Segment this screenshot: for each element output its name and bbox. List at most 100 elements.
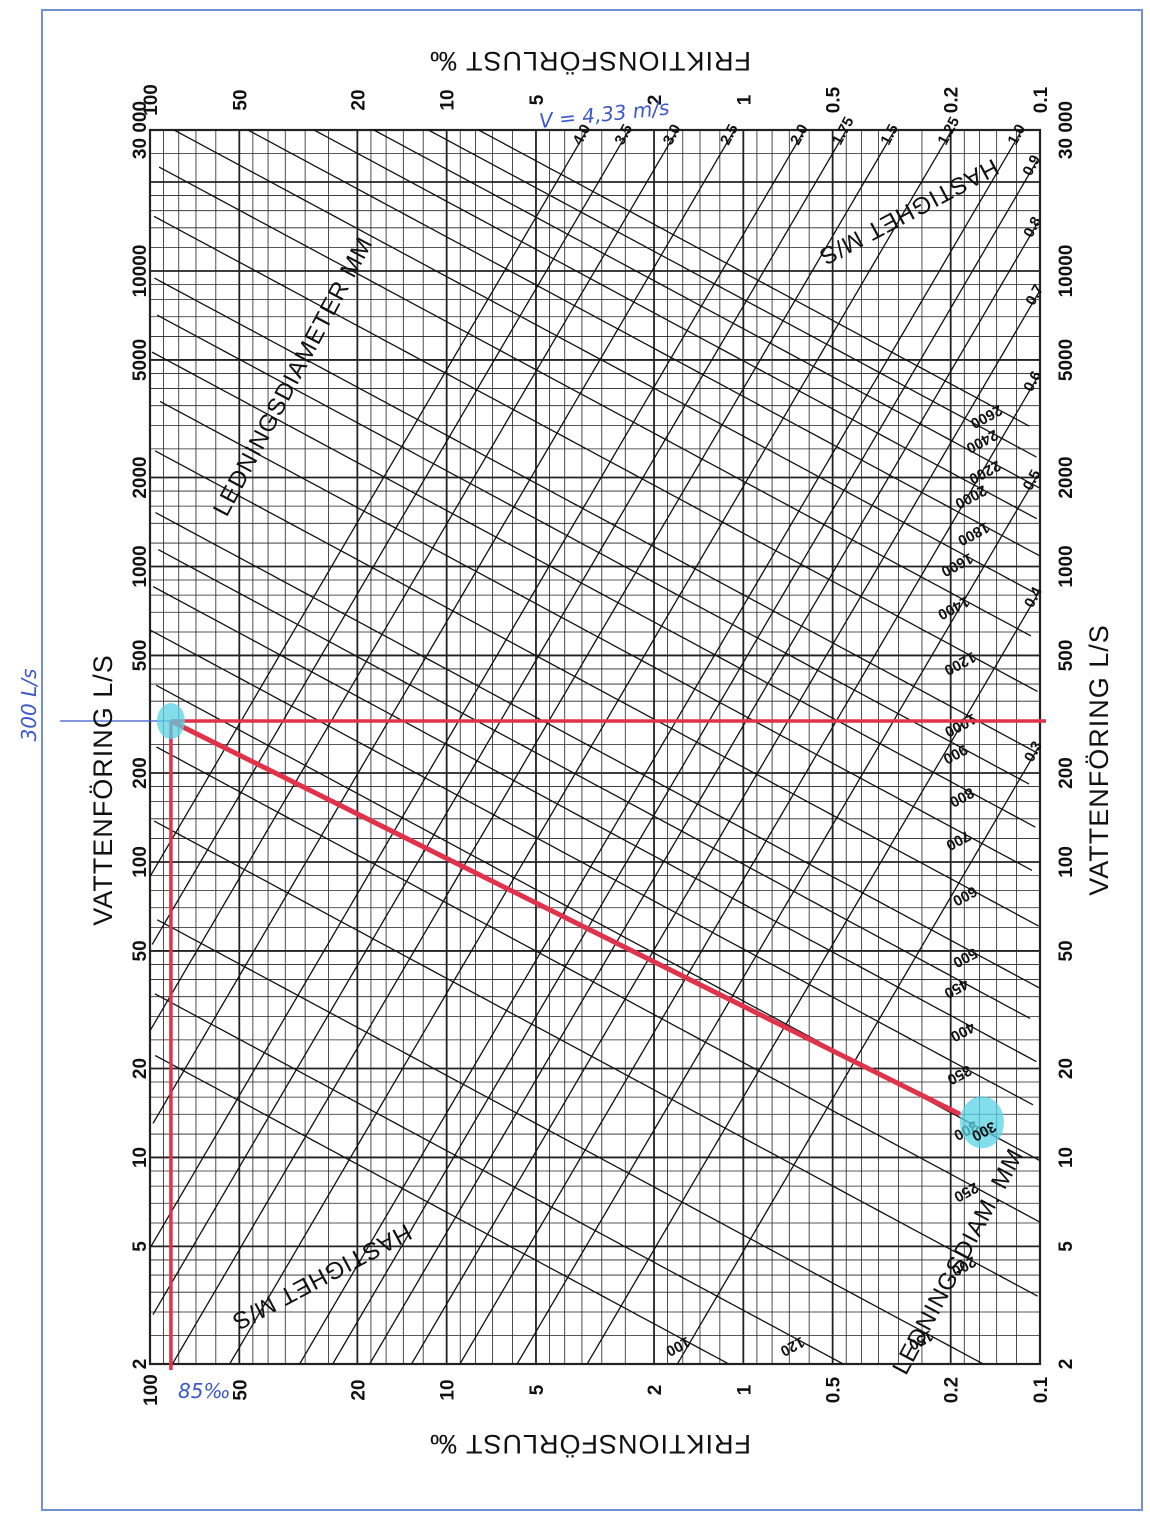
flow-tick-left: 50 (130, 940, 151, 961)
velocity-label-0.6: 0.6 (1020, 368, 1045, 394)
diameter-label-700: 700 (943, 827, 973, 854)
velocity-line-1.0 (299, 129, 1023, 1365)
flow-tick-left: 10 (130, 1147, 151, 1168)
flow-tick-right: 10 (1056, 1147, 1077, 1168)
nomogram-curves: 1001201502002503003504004505006007008009… (149, 114, 1047, 1365)
friction-tick-bottom: 0.1 (1031, 1376, 1052, 1403)
velocity-line-0.9 (332, 160, 1038, 1365)
friction-tick-bottom: 2 (645, 1385, 666, 1396)
flow-tick-right: 500 (1056, 640, 1077, 672)
friction-tick-top: 100 (141, 84, 162, 116)
flow-tick-right: 100 (1056, 846, 1077, 878)
friction-tick-bottom: 50 (230, 1379, 251, 1400)
velocity-line-1.25 (229, 129, 953, 1365)
flow-axis-title-right: VATTENFÖRING L/S (1084, 624, 1114, 896)
velocity-label-0.3: 0.3 (1021, 738, 1046, 764)
velocity-line-0.3 (676, 746, 1040, 1365)
velocity-line-3.0 (149, 129, 678, 1032)
diameter-label-2400: 2400 (963, 426, 1000, 457)
friction-tick-top: 0.5 (824, 86, 845, 113)
flow-mark-highlight (156, 702, 185, 739)
velocity-line-0.8 (369, 222, 1039, 1365)
diameter-line-900 (156, 314, 1030, 785)
diameter-family-title-bottom: LEDNINGSDIAM. MM (887, 1144, 1029, 1379)
velocity-label-0.8: 0.8 (1020, 214, 1045, 240)
friction-axis-title-top: FRIKTIONSFÖRLUST ‰ (429, 46, 751, 76)
log-grid (148, 128, 1042, 1366)
friction-axis-title-bottom: FRIKTIONSFÖRLUST ‰ (429, 1429, 751, 1459)
diameter-label-350: 350 (944, 1061, 974, 1088)
diameter-label-2000: 2000 (952, 481, 989, 512)
flow-tick-right: 50 (1056, 940, 1077, 961)
diameter-line-1600 (173, 129, 1035, 594)
diameter-line-2600 (478, 129, 1030, 427)
diameter-line-2200 (373, 129, 1040, 489)
friction-tick-bottom: 20 (348, 1379, 369, 1400)
friction-tick-top: 50 (230, 89, 251, 110)
flow-tick-left: 30 000 (130, 101, 151, 159)
diameter-label-1600: 1600 (938, 549, 975, 580)
velocity-label-1.0: 1.0 (1004, 121, 1029, 147)
diameter-label-2200: 2200 (966, 457, 1003, 488)
diameter-line-2400 (428, 129, 1037, 458)
velocity-label-3.5: 3.5 (611, 121, 636, 147)
velocity-line-1.5 (171, 129, 896, 1365)
diameter-line-1400 (158, 166, 1032, 637)
diameter-line-500 (155, 511, 1040, 989)
diameter-line-120 (154, 993, 844, 1365)
diameter-label-1000: 1000 (942, 710, 979, 741)
diameter-line-700 (159, 400, 1033, 871)
diameter-label-400: 400 (948, 1018, 978, 1045)
diameter-label-450: 450 (941, 975, 971, 1002)
diameter-line-100 (154, 1054, 730, 1365)
diameter-line-2000 (313, 129, 1038, 520)
diameter-line-800 (151, 351, 1036, 828)
friction-tick-top: 0.2 (942, 87, 963, 113)
diameter-mark-highlight (960, 1096, 1004, 1149)
diameter-300-line (169, 718, 962, 1117)
diameter-line-600 (154, 450, 1039, 927)
flow-tick-right: 20 (1056, 1058, 1077, 1079)
flow-tick-left: 1000 (130, 545, 151, 587)
friction-tick-bottom: 0.2 (942, 1377, 963, 1403)
velocity-line-3.5 (151, 129, 630, 945)
velocity-line-2.5 (152, 129, 736, 1124)
friction-tick-top: 10 (438, 89, 459, 110)
friction-mark-annotation: 85‰ (178, 1379, 230, 1403)
diameter-line-400 (152, 586, 1037, 1063)
velocity-line-0.6 (459, 376, 1039, 1365)
friction-tick-top: 5 (527, 94, 548, 105)
flow-tick-left: 5 (130, 1241, 151, 1252)
friction-tick-bottom: 10 (438, 1379, 459, 1400)
friction-tick-bottom: 0.5 (824, 1376, 845, 1403)
velocity-line-0.7 (410, 290, 1041, 1365)
diameter-line-1200 (153, 215, 1038, 693)
diameter-line-200 (153, 820, 1038, 1297)
velocity-line-4.0 (149, 129, 588, 877)
plot-frame (148, 128, 1042, 1366)
diameter-line-350 (149, 629, 1034, 1106)
diameter-line-1000 (154, 277, 1039, 754)
friction-tick-bottom: 1 (734, 1384, 755, 1395)
friction-tick-bottom: 100 (141, 1374, 162, 1406)
flow-tick-right: 5000 (1056, 339, 1077, 381)
flow-tick-left: 2000 (130, 456, 151, 498)
flow-axis-title-left: VATTENFÖRING L/S (88, 654, 118, 926)
velocity-label-3.0: 3.0 (660, 121, 685, 147)
flow-tick-right: 1000 (1056, 545, 1077, 587)
flow-mark-annotation: 300 L/s (17, 669, 41, 742)
diameter-label-600: 600 (950, 882, 980, 909)
velocity-label-2.5: 2.5 (717, 121, 742, 147)
velocity-family-title-bottom: HASTIGHET M/S (227, 1218, 416, 1335)
flow-tick-left: 2 (130, 1359, 151, 1370)
flow-tick-right: 10000 (1056, 245, 1077, 298)
flow-tick-left: 500 (130, 640, 151, 672)
velocity-label-2.0: 2.0 (787, 121, 812, 147)
velocity-line-2.0 (150, 129, 806, 1248)
flow-tick-right: 30 000 (1056, 101, 1077, 159)
diameter-label-1200: 1200 (941, 648, 978, 679)
friction-tick-top: 1 (734, 94, 755, 105)
